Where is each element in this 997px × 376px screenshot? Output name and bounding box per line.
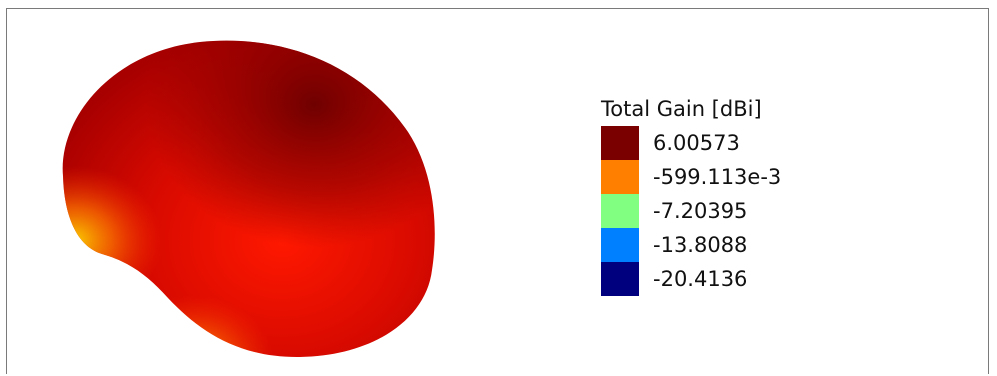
legend-entry: -13.8088 <box>601 228 861 262</box>
legend-label: 6.00573 <box>653 131 740 155</box>
legend-label: -599.113e-3 <box>653 165 782 189</box>
legend-label: -13.8088 <box>653 233 748 257</box>
legend-swatch <box>601 126 639 160</box>
legend-swatch <box>601 194 639 228</box>
legend-entry: 6.00573 <box>601 126 861 160</box>
gain-legend: Total Gain [dBi] 6.00573 -599.113e-3 -7.… <box>601 96 861 296</box>
legend-entry: -599.113e-3 <box>601 160 861 194</box>
legend-swatch <box>601 228 639 262</box>
legend-title: Total Gain [dBi] <box>601 97 762 121</box>
legend-entry: -20.4136 <box>601 262 861 296</box>
legend-label: -20.4136 <box>653 267 748 291</box>
legend-label: -7.20395 <box>653 199 748 223</box>
legend-swatch <box>601 160 639 194</box>
radiation-lobe <box>62 40 435 358</box>
legend-swatch <box>601 262 639 296</box>
legend-entry: -7.20395 <box>601 194 861 228</box>
